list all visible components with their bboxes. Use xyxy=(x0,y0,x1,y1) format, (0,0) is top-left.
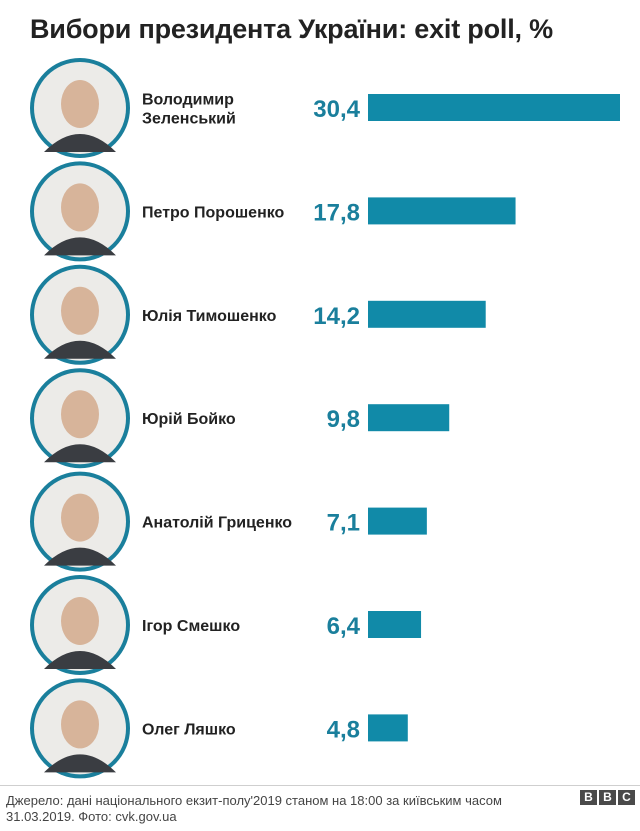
bbc-logo-letter: C xyxy=(618,790,635,805)
candidate-portrait-face xyxy=(61,286,99,335)
candidate-row: Олег Ляшко 4,8 xyxy=(30,678,408,779)
bar xyxy=(368,714,408,742)
candidate-name: Петро Порошенко xyxy=(142,204,285,221)
bar xyxy=(368,611,422,638)
candidate-row: Юрій Бойко 9,8 xyxy=(30,368,450,469)
candidate-row: Петро Порошенко 17,8 xyxy=(30,161,516,262)
candidate-portrait-face xyxy=(61,183,99,232)
candidate-row: Володимир Зеленський 30,4 xyxy=(30,58,620,158)
candidate-name: Юрій Бойко xyxy=(142,411,236,428)
candidate-row: Ігор Смешко 6,4 xyxy=(30,575,422,675)
candidate-portrait-shoulders xyxy=(44,547,116,566)
bbc-logo-letter: B xyxy=(580,790,597,805)
source-note: Джерело: дані національного екзит-полу'2… xyxy=(6,793,502,824)
candidate-portrait-shoulders xyxy=(44,444,116,463)
chart-title: Вибори президента України: exit poll, % xyxy=(30,14,553,44)
value-label: 14,2 xyxy=(313,303,360,330)
candidate-name: Анатолій Гриценко xyxy=(142,515,292,532)
value-label: 7,1 xyxy=(327,510,360,537)
bar xyxy=(368,507,427,535)
candidate-portrait-shoulders xyxy=(44,340,116,359)
bbc-logo: B B C xyxy=(580,790,635,805)
candidate-portrait-face xyxy=(61,80,99,128)
value-label: 9,8 xyxy=(327,406,360,433)
value-label: 17,8 xyxy=(313,199,360,226)
candidate-portrait-shoulders xyxy=(44,237,116,256)
value-label: 30,4 xyxy=(313,96,360,123)
candidate-row: Юлія Тимошенко 14,2 xyxy=(30,264,486,365)
bbc-logo-letter: B xyxy=(599,790,616,805)
bar xyxy=(368,94,620,121)
bar xyxy=(368,197,516,225)
candidate-portrait-face xyxy=(61,700,99,749)
candidate-name: Ігор Смешко xyxy=(142,618,240,635)
candidate-name: Зеленський xyxy=(142,111,236,128)
footer-divider xyxy=(0,785,640,786)
candidate-portrait-face xyxy=(61,493,99,542)
bar-chart: Володимир Зеленський 30,4 Петро Порошенко 17… xyxy=(30,58,620,779)
candidate-name: Володимир xyxy=(142,92,234,109)
value-label: 6,4 xyxy=(327,613,361,640)
candidate-portrait-face xyxy=(61,597,99,645)
candidate-portrait-shoulders xyxy=(44,651,116,669)
bar xyxy=(368,300,486,328)
bar xyxy=(368,404,450,432)
candidate-name: Олег Ляшко xyxy=(142,721,236,738)
candidate-portrait-shoulders xyxy=(44,134,116,152)
candidate-name: Юлія Тимошенко xyxy=(142,308,277,325)
candidate-portrait-shoulders xyxy=(44,754,116,773)
candidate-portrait-face xyxy=(61,390,99,439)
candidate-row: Анатолій Гриценко 7,1 xyxy=(30,471,427,572)
value-label: 4,8 xyxy=(327,716,360,743)
